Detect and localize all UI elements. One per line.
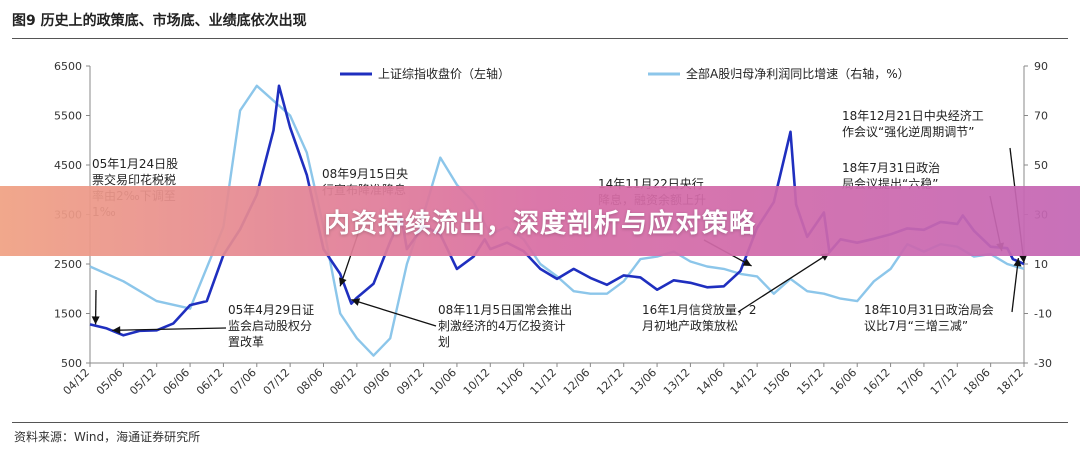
x-tick-label: 13/06 [628,366,660,398]
left-tick-label: 1500 [54,308,82,321]
x-tick-label: 05/12 [127,366,159,398]
annotation-arrowhead [91,316,100,325]
x-tick-label: 15/06 [761,366,793,398]
x-tick-label: 14/06 [694,366,726,398]
right-tick-label: -30 [1034,357,1052,370]
annotation-arrowhead [351,298,361,306]
x-tick-label: 16/12 [861,366,893,398]
annotation-line: 16年1月信贷放量，2 [642,302,757,317]
x-tick-label: 04/12 [61,366,93,398]
x-tick-label: 12/12 [594,366,626,398]
annotation-arrowhead [742,258,752,266]
annotation-line: 作会议“强化逆周期调节” [842,124,974,139]
left-tick-label: 6500 [54,60,82,73]
x-tick-label: 15/12 [794,366,826,398]
annotation-text: 18年12月21日中央经济工作会议“强化逆周期调节” [842,108,984,139]
annotation-line: 08年11月5日国常会推出 [438,303,572,317]
x-tick-label: 14/12 [728,366,760,398]
x-tick-label: 05/06 [94,366,126,398]
annotation-arrowhead [1019,254,1028,264]
annotation-arrow [112,327,227,331]
annotation-line: 票交易印花税税 [92,172,176,187]
annotation-line: 05年1月24日股 [92,157,178,171]
x-tick-label: 06/06 [161,366,193,398]
annotation-arrowhead [1013,258,1022,267]
x-tick-label: 09/06 [361,366,393,398]
annotation-line: 月初地产政策放松 [642,318,738,333]
x-tick-label: 18/06 [961,366,993,398]
annotation-line: 18年10月31日政治局会 [864,303,994,317]
x-tick-label: 10/06 [427,366,459,398]
x-tick-label: 17/12 [928,366,960,398]
x-tick-label: 06/12 [194,366,226,398]
annotation-line: 18年12月21日中央经济工 [842,108,984,123]
annotation-line: 05年4月29日证 [228,303,314,317]
left-tick-label: 4500 [54,159,82,172]
figure-title: 图9 历史上的政策底、市场底、业绩底依次出现 [12,13,307,29]
title-divider [12,38,1068,39]
x-tick-label: 07/12 [261,366,293,398]
annotation-text: 16年1月信贷放量，2 月初地产政策放松 [642,302,757,333]
right-tick-label: -10 [1034,308,1052,321]
right-tick-label: 70 [1034,110,1048,123]
annotation-text: 18年10月31日政治局会议比7月“三增三减” [864,303,994,333]
annotation-line: 议比7月“三增三减” [864,319,968,333]
headline-banner: 内资持续流出，深度剖析与应对策略 [0,186,1080,256]
right-tick-label: 90 [1034,60,1048,73]
headline-text: 内资持续流出，深度剖析与应对策略 [323,208,756,239]
left-tick-label: 500 [61,357,82,370]
legend-label-index: 上证综指收盘价（左轴） [378,66,510,81]
annotation-line: 18年7月31日政治 [842,161,940,175]
annotation-line: 08年9月15日央 [322,167,408,181]
x-tick-label: 18/12 [995,366,1027,398]
annotation-arrowhead [338,277,347,287]
x-tick-label: 11/06 [494,366,526,398]
annotation-arrow [1011,257,1020,313]
source-divider [12,422,1068,423]
annotation-arrow [351,299,437,327]
x-tick-label: 12/06 [561,366,593,398]
annotation-line: 划 [438,335,450,349]
x-tick-label: 07/06 [227,366,259,398]
annotation-arrowhead [112,326,121,335]
x-tick-label: 16/06 [828,366,860,398]
x-tick-label: 17/06 [894,366,926,398]
x-tick-label: 10/12 [461,366,493,398]
x-tick-label: 11/12 [528,366,560,398]
chart-legend: 上证综指收盘价（左轴） 全部A股归母净利润同比增速（右轴，%） [340,66,910,81]
annotation-text: 05年4月29日证监会启动股权分置改革 [228,303,314,349]
annotation-text: 08年11月5日国常会推出刺激经济的4万亿投资计划 [438,303,572,349]
x-tick-label: 09/12 [394,366,426,398]
x-tick-label: 08/06 [294,366,326,398]
annotation-line: 刺激经济的4万亿投资计 [438,318,566,333]
x-tick-label: 08/12 [327,366,359,398]
legend-label-earnings: 全部A股归母净利润同比增速（右轴，%） [686,66,910,81]
left-tick-label: 2500 [54,258,82,271]
source-note: 资料来源：Wind，海通证券研究所 [14,430,201,444]
x-tick-label: 13/12 [661,366,693,398]
annotation-line: 置改革 [228,335,264,349]
left-tick-label: 5500 [54,110,82,123]
annotation-arrow [737,252,830,313]
right-tick-label: 10 [1034,258,1048,271]
annotation-line: 监会启动股权分 [228,319,312,333]
right-tick-label: 50 [1034,159,1048,172]
